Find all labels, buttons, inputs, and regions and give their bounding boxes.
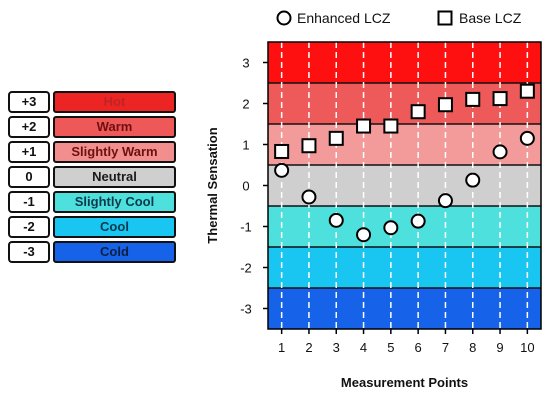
scale-label: Cold [53,241,176,263]
legend-square-marker [437,10,453,26]
legend-circle-marker [276,10,292,26]
enhanced-lcz-point [301,189,317,205]
x-tick-label: 10 [520,340,534,355]
legend: Enhanced LCZ Base LCZ [276,10,522,26]
scale-row: +3 Hot [8,91,176,113]
scale-label: Slightly Warm [53,141,176,163]
band-3 [268,42,541,83]
base-lcz-point [328,130,344,146]
scale-row: -3 Cold [8,241,176,263]
data-points [274,83,535,243]
y-tick-label: 3 [242,56,249,71]
y-tick-label: 2 [242,97,249,112]
scale-value: -1 [8,191,50,213]
legend-enhanced-lcz: Enhanced LCZ [297,10,391,26]
scale-value: -2 [8,216,50,238]
scale-row: -2 Cool [8,216,176,238]
scale-value: +3 [8,91,50,113]
enhanced-lcz-point [519,130,535,146]
scale-row: +1 Slightly Warm [8,141,176,163]
scale-value: -3 [8,241,50,263]
base-lcz-point [410,104,426,120]
scale-row: -1 Slightly Cool [8,191,176,213]
scale-value: +1 [8,141,50,163]
y-axis-title: Thermal Sensation [205,127,220,243]
enhanced-lcz-point [274,162,290,178]
scale-row: 0 Neutral [8,166,176,188]
x-tick-label: 3 [333,340,340,355]
scale-value: 0 [8,166,50,188]
x-tick-label: 8 [469,340,476,355]
enhanced-lcz-point [356,227,372,243]
base-lcz-point [301,138,317,154]
legend-base-lcz: Base LCZ [459,10,522,26]
band-minus-1 [268,206,541,247]
base-lcz-point [437,97,453,113]
enhanced-lcz-point [328,212,344,228]
base-lcz-point [492,91,508,107]
enhanced-lcz-point [492,144,508,160]
x-axis-ticks: 1 2 3 4 5 6 7 8 9 10 [278,329,535,355]
base-lcz-point [383,118,399,134]
scale-label: Neutral [53,166,176,188]
band-minus-3 [268,288,541,329]
scale-label: Cool [53,216,176,238]
scale-label: Warm [53,116,176,138]
x-tick-label: 5 [387,340,394,355]
x-tick-label: 4 [360,340,367,355]
x-tick-label: 2 [305,340,312,355]
scale-value: +2 [8,116,50,138]
enhanced-lcz-point [410,213,426,229]
enhanced-lcz-point [465,172,481,188]
y-tick-label: -2 [240,261,252,276]
enhanced-lcz-point [437,193,453,209]
x-axis-title: Measurement Points [341,375,468,390]
x-tick-label: 1 [278,340,285,355]
base-lcz-point [356,118,372,134]
scale-label: Hot [53,91,176,113]
y-tick-label: -1 [240,220,252,235]
base-lcz-point [274,143,290,159]
scale-row: +2 Warm [8,116,176,138]
enhanced-lcz-point [383,220,399,236]
base-lcz-point [465,91,481,107]
y-tick-label: -3 [240,302,252,317]
scale-label: Slightly Cool [53,191,176,213]
y-tick-label: 0 [242,179,249,194]
sensation-bands [268,42,541,329]
x-tick-label: 9 [496,340,503,355]
x-tick-label: 6 [415,340,422,355]
x-tick-label: 7 [442,340,449,355]
band-minus-2 [268,247,541,288]
y-axis-ticks: 3 2 1 0 -1 -2 -3 [240,56,268,317]
y-tick-label: 1 [242,138,249,153]
base-lcz-point [519,83,535,99]
